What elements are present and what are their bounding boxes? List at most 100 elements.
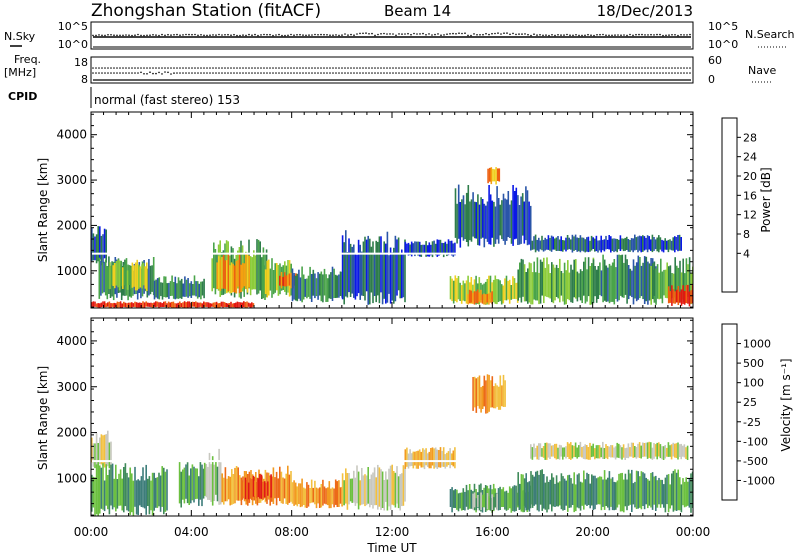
echo-region: [91, 301, 255, 308]
freq-dot: [581, 72, 583, 74]
nave-dot: [521, 67, 523, 69]
freq-dot: [683, 72, 685, 74]
echo-streak: [243, 301, 245, 308]
echo-streak: [380, 469, 382, 510]
echo-streak: [468, 484, 471, 509]
echo-streak: [672, 442, 674, 457]
echo-streak: [161, 466, 163, 507]
nave-dot: [590, 67, 592, 69]
noise-search-dot: [479, 34, 481, 36]
echo-streak: [586, 445, 588, 460]
echo-streak: [375, 477, 377, 506]
noise-search-dot: [140, 34, 142, 37]
echo-streak: [489, 194, 492, 245]
freq-dot: [314, 72, 316, 74]
echo-streak: [555, 443, 558, 460]
echo-streak: [661, 271, 664, 304]
freq-trace: [92, 67, 691, 81]
freq-dot: [659, 72, 661, 74]
nave-dot: [353, 67, 355, 69]
echo-streak: [249, 256, 252, 296]
echo-streak: [190, 468, 192, 504]
echo-streak: [385, 471, 387, 502]
nave-dot: [299, 67, 301, 69]
noise-search-dot: [281, 34, 283, 37]
echo-streak: [642, 235, 644, 252]
echo-region: [91, 430, 112, 469]
echo-streak: [116, 479, 119, 509]
echo-streak: [280, 471, 283, 504]
echo-streak: [307, 275, 310, 297]
echo-streak: [251, 478, 253, 501]
noise-search-dot: [203, 34, 205, 37]
echo-streak: [203, 278, 205, 299]
echo-streak: [156, 278, 159, 299]
echo-streak: [606, 446, 609, 460]
echo-streak: [571, 269, 574, 303]
echo-streak: [685, 258, 688, 296]
echo-streak: [642, 442, 644, 457]
echo-streak: [158, 277, 161, 300]
noise-search-dot: [470, 34, 472, 37]
noise-search-dot: [155, 34, 157, 36]
echo-streak: [459, 202, 462, 248]
echo-streak: [472, 284, 474, 301]
nave-dot: [476, 67, 478, 69]
echo-streak: [119, 469, 122, 506]
echo-streak: [330, 272, 332, 299]
noise-search-dot: [641, 33, 643, 36]
echo-streak: [655, 268, 657, 305]
echo-streak: [472, 377, 474, 411]
nave-dot: [563, 67, 565, 69]
freq-dot: [374, 72, 376, 74]
echo-streak: [533, 261, 535, 300]
echo-streak: [650, 473, 652, 508]
echo-streak: [221, 256, 223, 289]
noise-search-dot: [623, 34, 625, 36]
echo-streak: [592, 259, 595, 304]
noise-search-dot: [317, 34, 319, 36]
noise-search-dot: [614, 34, 616, 36]
freq-dot: [158, 71, 160, 74]
echo-streak: [645, 477, 647, 505]
freq-dot: [404, 72, 406, 74]
freq-dot: [656, 72, 658, 74]
echo-streak: [102, 301, 104, 307]
echo-streak: [504, 380, 506, 407]
echo-streak: [470, 277, 473, 304]
noise-search-dot: [164, 34, 166, 37]
echo-streak: [550, 445, 553, 457]
echo-streak: [683, 291, 686, 305]
echo-streak: [128, 265, 130, 285]
echo-streak: [590, 235, 593, 251]
noise-search-dot: [560, 34, 562, 36]
echo-streak: [151, 472, 154, 516]
echo-streak: [377, 241, 379, 296]
echo-streak: [578, 473, 580, 509]
echo-streak: [513, 278, 516, 299]
echo-streak: [158, 302, 160, 308]
freq-dot: [194, 72, 196, 74]
echo-streak: [431, 241, 434, 258]
echo-streak: [530, 471, 532, 505]
echo-streak: [354, 477, 357, 506]
echo-streak: [669, 265, 672, 299]
noise-search-dot: [269, 33, 271, 36]
nave-dot: [524, 67, 526, 69]
echo-streak: [645, 256, 648, 302]
echo-streak: [662, 446, 665, 460]
freq-dot: [437, 72, 439, 74]
echo-streak: [579, 441, 582, 457]
echo-streak: [187, 278, 189, 298]
echo-streak: [648, 263, 651, 301]
freq-dot: [449, 72, 451, 74]
noise-search-dot: [671, 34, 673, 36]
echo-streak: [598, 445, 601, 459]
echo-streak: [504, 278, 506, 301]
nave-dot: [107, 67, 109, 69]
echo-streak: [534, 234, 537, 253]
noise-search-dot: [401, 33, 403, 35]
echo-region: [216, 252, 250, 294]
echo-region: [178, 460, 205, 508]
